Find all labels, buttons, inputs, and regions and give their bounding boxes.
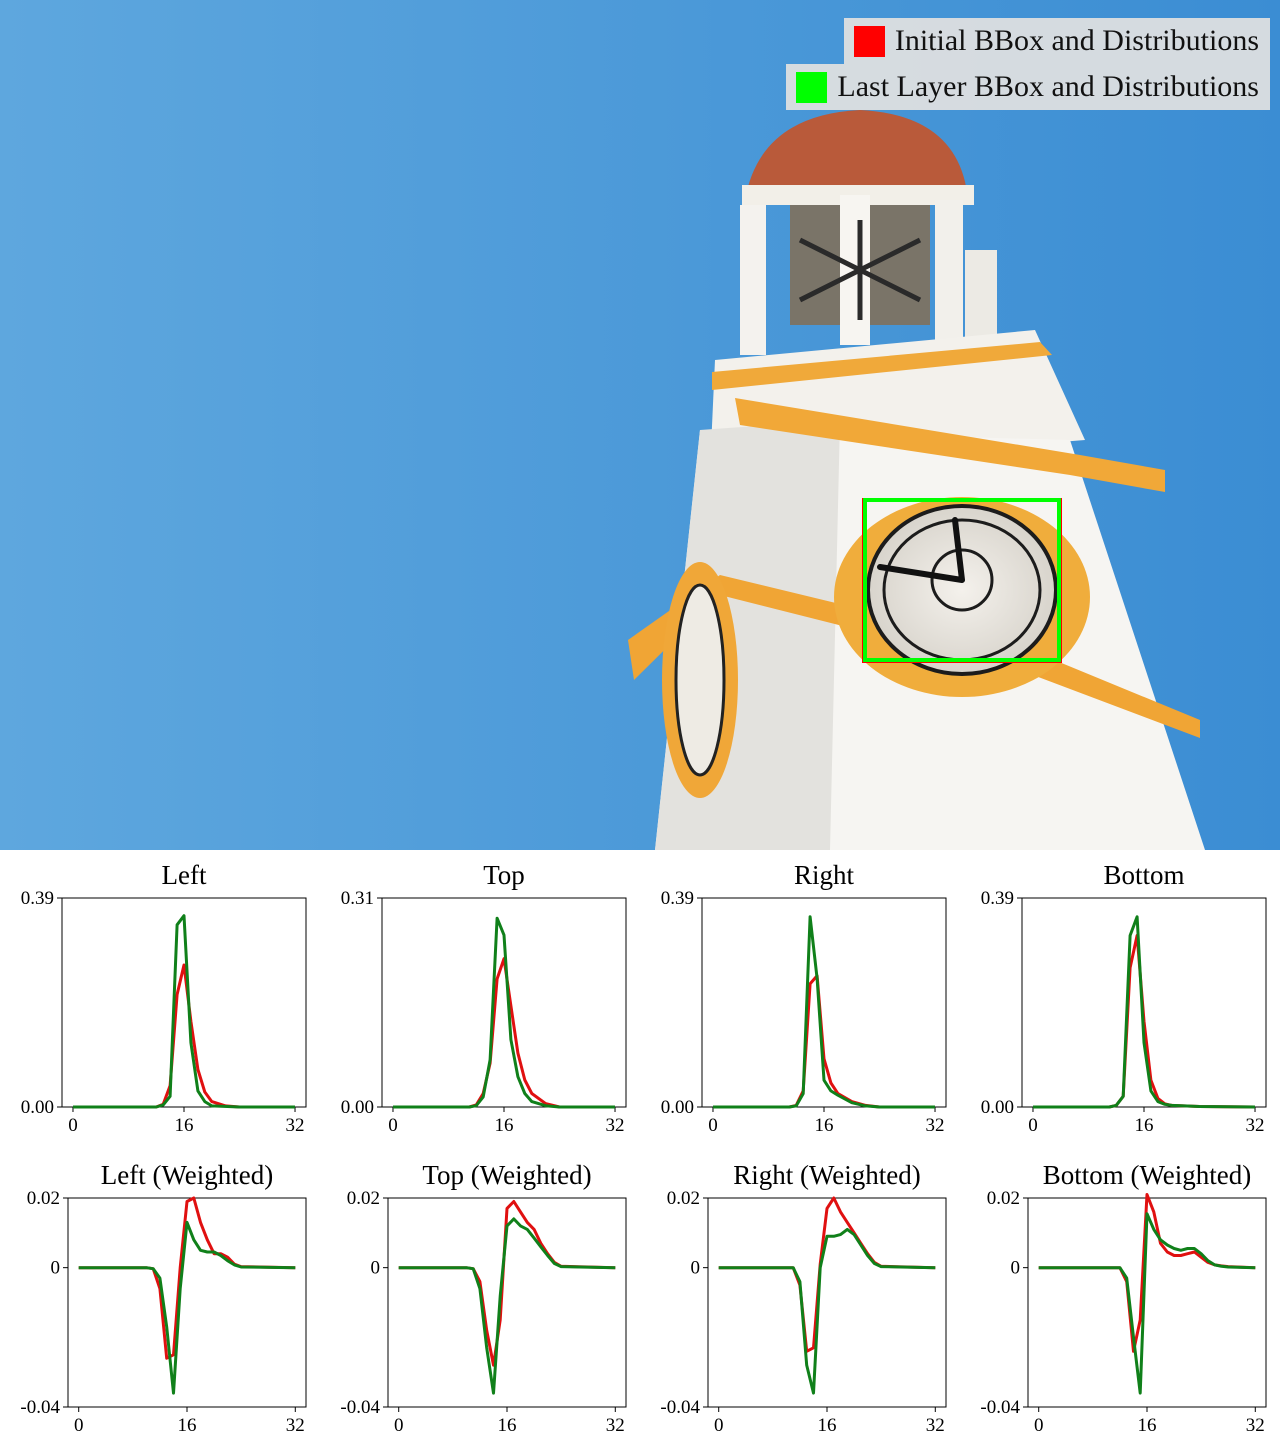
x-tick-label: 32: [1246, 1115, 1265, 1136]
tower-dome: [745, 110, 968, 200]
legend: Initial BBox and Distributions Last Laye…: [758, 18, 1270, 110]
chart-panel: Top (Weighted) 0 16 32 -0.04 0 0.02: [340, 1160, 627, 1436]
series-line: [1038, 1212, 1256, 1395]
distribution-charts: Left 0 16 32 0.00 0.39 Top 0 16 32 0.00 0.31 Right 0 1…: [20, 860, 1267, 1436]
x-tick-label: 0: [68, 1115, 78, 1136]
clock-tower-photo: [0, 0, 1280, 850]
y-tick-label: -0.04: [20, 1397, 60, 1418]
x-tick-label: 16: [815, 1115, 834, 1136]
tower-belfry: [740, 185, 997, 360]
chart-panel: Bottom 0 16 32 0.00 0.39: [981, 860, 1267, 1136]
series-line: [73, 963, 295, 1109]
x-tick-label: 32: [1246, 1415, 1265, 1436]
chart-title: Left (Weighted): [101, 1160, 274, 1190]
x-tick-label: 16: [1138, 1415, 1157, 1436]
chart-panel: Bottom (Weighted) 0 16 32 -0.04 0 0.02: [980, 1160, 1267, 1436]
legend-swatch-initial: [853, 25, 885, 57]
chart-panel: Right (Weighted) 0 16 32 -0.04 0 0.02: [660, 1160, 947, 1436]
y-tick-label: 0.00: [21, 1097, 54, 1118]
chart-panel: Left (Weighted) 0 16 32 -0.04 0 0.02: [20, 1160, 307, 1436]
x-tick-label: 32: [286, 1415, 305, 1436]
series-line: [73, 914, 295, 1109]
x-tick-label: 16: [175, 1115, 194, 1136]
x-tick-label: 32: [286, 1115, 305, 1136]
series-line: [398, 1217, 616, 1395]
series-line: [393, 957, 615, 1109]
tower-trim-upper: [735, 398, 1165, 492]
series-line: [713, 915, 935, 1109]
legend-item-last-layer: Last Layer BBox and Distributions: [786, 64, 1270, 110]
y-tick-label: 0.00: [661, 1097, 694, 1118]
last-layer-bbox: [863, 498, 1061, 662]
legend-swatch-last-layer: [796, 71, 828, 103]
front-clock: [834, 497, 1090, 697]
plot-frame: [1021, 897, 1267, 1108]
y-tick-label: 0: [371, 1258, 381, 1279]
y-tick-label: 0.02: [667, 1188, 700, 1209]
x-tick-label: 0: [1028, 1115, 1038, 1136]
x-tick-label: 16: [1135, 1115, 1154, 1136]
y-tick-label: 0.39: [981, 888, 1014, 909]
chart-title: Top (Weighted): [422, 1160, 591, 1190]
chart-panel: Left 0 16 32 0.00 0.39: [21, 860, 307, 1136]
x-tick-label: 0: [708, 1115, 718, 1136]
y-tick-label: 0.39: [21, 888, 54, 909]
y-tick-label: 0: [51, 1258, 61, 1279]
x-tick-label: 32: [926, 1415, 945, 1436]
chart-title: Right (Weighted): [733, 1160, 921, 1190]
x-tick-label: 0: [714, 1415, 724, 1436]
y-tick-label: 0.02: [27, 1188, 60, 1209]
x-tick-label: 16: [498, 1415, 517, 1436]
chart-title: Bottom (Weighted): [1043, 1160, 1252, 1190]
x-tick-label: 0: [1034, 1415, 1044, 1436]
x-tick-label: 16: [495, 1115, 514, 1136]
x-tick-label: 0: [394, 1415, 404, 1436]
y-tick-label: 0.39: [661, 888, 694, 909]
series-line: [718, 1227, 936, 1395]
y-tick-label: 0.00: [981, 1097, 1014, 1118]
x-tick-label: 16: [178, 1415, 197, 1436]
x-tick-label: 32: [606, 1115, 625, 1136]
legend-label-initial: Initial BBox and Distributions: [894, 24, 1259, 57]
x-tick-label: 32: [606, 1415, 625, 1436]
y-tick-label: 0.02: [987, 1188, 1020, 1209]
x-tick-label: 32: [926, 1115, 945, 1136]
series-line: [393, 916, 615, 1109]
legend-item-initial: Initial BBox and Distributions: [843, 18, 1270, 64]
series-line: [1033, 915, 1256, 1109]
y-tick-label: 0: [691, 1258, 701, 1279]
chart-title: Top: [483, 860, 525, 890]
y-tick-label: -0.04: [340, 1397, 380, 1418]
x-tick-label: 0: [74, 1415, 84, 1436]
x-tick-label: 16: [818, 1415, 837, 1436]
series-line: [78, 1196, 296, 1360]
chart-panel: Top 0 16 32 0.00 0.31: [341, 860, 627, 1136]
y-tick-label: 0.31: [341, 888, 374, 909]
y-tick-label: 0.02: [347, 1188, 380, 1209]
plot-frame: [707, 1197, 947, 1408]
y-tick-label: -0.04: [660, 1397, 700, 1418]
chart-title: Bottom: [1103, 860, 1184, 890]
legend-label-last-layer: Last Layer BBox and Distributions: [837, 70, 1259, 103]
chart-title: Right: [794, 860, 855, 890]
chart-title: Left: [162, 860, 207, 890]
y-tick-label: 0: [1011, 1258, 1021, 1279]
series-line: [78, 1220, 296, 1395]
chart-panel: Right 0 16 32 0.00 0.39: [661, 860, 947, 1136]
series-line: [718, 1196, 936, 1353]
series-line: [713, 974, 935, 1109]
plot-frame: [381, 897, 627, 1108]
side-clock: [662, 562, 738, 798]
x-tick-label: 0: [388, 1115, 398, 1136]
y-tick-label: 0.00: [341, 1097, 374, 1118]
y-tick-label: -0.04: [980, 1397, 1020, 1418]
